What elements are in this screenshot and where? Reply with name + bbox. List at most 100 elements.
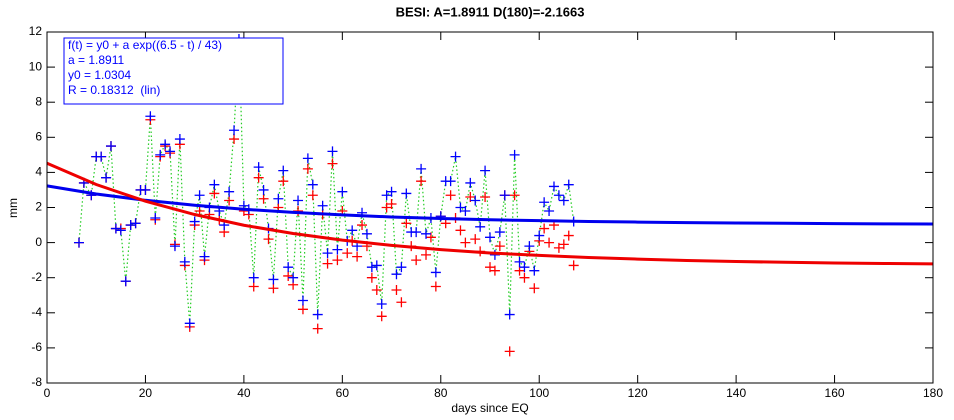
data-point [332,244,343,255]
data-point [489,249,500,260]
data-point [73,237,84,248]
data-point [337,186,348,197]
data-point [96,151,107,162]
x-tick-label: 20 [139,386,153,400]
data-point [140,184,151,195]
data-point [421,249,432,260]
x-tick-label: 80 [434,386,448,400]
data-point [563,230,574,241]
data-point [332,255,343,266]
data-point [248,281,259,292]
data-point [509,190,520,201]
data-point [258,184,269,195]
data-point [317,200,328,211]
annotation-box [63,37,284,105]
data-point [169,241,180,252]
data-point [558,195,569,206]
data-point [411,255,422,266]
data-point [263,234,274,245]
x-tick-label: 180 [923,386,943,400]
data-point [430,281,441,292]
x-tick-label: 100 [529,386,549,400]
data-point [391,269,402,280]
data-point [519,262,530,273]
data-point [110,223,121,234]
y-tick-label: 0 [35,235,42,249]
data-point [101,172,112,183]
data-point [322,248,333,259]
data-point [544,237,555,248]
x-tick-label: 160 [825,386,845,400]
y-axis-label: mm [6,198,20,218]
data-point [352,251,363,262]
data-point [224,195,235,206]
data-point [465,177,476,188]
data-point [105,141,116,152]
annotation-text: y0 = 1.0304 [68,68,131,82]
data-point [504,309,515,320]
data-point [302,153,313,164]
data-point [455,225,466,236]
plot-area: 0 20 40 60 80 100 120 140 160 180 -8 -6 -4 -2 0 2 4 6 8 10 1… [29,24,944,400]
y-tick-label: 4 [35,165,42,179]
data-point [539,223,550,234]
data-point [342,248,353,259]
data-point [401,188,412,199]
data-point [371,284,382,295]
data-point [327,146,338,157]
data-point [278,176,289,187]
data-point [307,190,318,201]
data-point [209,179,220,190]
data-point [499,190,510,201]
data-point [563,179,574,190]
data-point [361,228,372,239]
y-tick-label: -4 [31,305,42,319]
data-point [253,162,264,173]
data-point [283,262,294,273]
y-tick-label: -2 [31,270,42,284]
data-point [445,176,456,187]
data-point [544,206,555,217]
data-point [366,262,377,273]
data-point [184,318,195,329]
data-point [268,283,279,294]
data-point [347,225,358,236]
y-tick-label: 8 [35,94,42,108]
annotation-text: f(t) = y0 + a exp((6.5 - t) / 43) [68,38,222,52]
y-tick-label: -6 [31,340,42,354]
data-point [199,251,210,262]
fit-curve [46,161,934,266]
data-point [529,283,540,294]
data-point [165,146,176,157]
data-point [312,323,323,334]
data-point [248,272,259,283]
data-point [450,151,461,162]
data-point [288,272,299,283]
data-point [209,188,220,199]
data-point [179,256,190,267]
data-point [278,165,289,176]
x-tick-label: 120 [628,386,648,400]
data-point [519,272,530,283]
data-point [445,190,456,201]
data-point [494,227,505,238]
data-point [327,158,338,169]
data-point [312,309,323,320]
data-point [475,221,486,232]
data-point [396,262,407,273]
y-tick-label: 2 [35,200,42,214]
data-point [376,299,387,310]
data-point [174,134,185,145]
data-point [504,346,515,357]
x-tick-label: 0 [44,386,51,400]
data-point [130,218,141,229]
data-point [460,206,471,217]
x-axis-label: days since EQ [451,401,528,415]
data-point [307,179,318,190]
data-point [489,265,500,276]
y-tick-label: 6 [35,129,42,143]
y-tick-label: -8 [31,375,42,389]
data-point [357,220,368,231]
data-point [258,193,269,204]
data-point [194,190,205,201]
